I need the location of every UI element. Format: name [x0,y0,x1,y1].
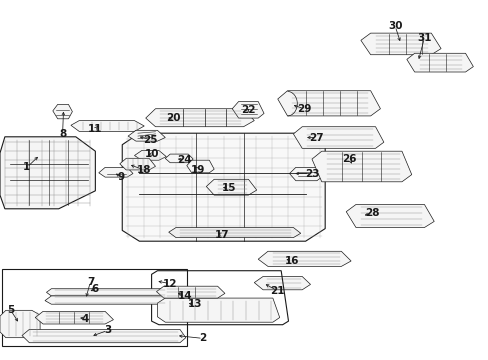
Text: 8: 8 [59,129,66,139]
Text: 24: 24 [177,155,192,165]
Polygon shape [71,121,144,131]
Polygon shape [254,276,310,290]
Text: 21: 21 [270,286,285,296]
Polygon shape [360,33,440,55]
Text: 1: 1 [23,162,30,172]
Text: 31: 31 [416,33,431,43]
Text: 14: 14 [177,291,192,301]
Text: 25: 25 [143,135,158,145]
Text: 28: 28 [365,208,379,218]
Polygon shape [311,151,411,182]
Polygon shape [156,286,224,298]
Bar [2,269,187,346]
Text: 26: 26 [342,154,356,164]
Text: 15: 15 [221,183,236,193]
Text: 18: 18 [137,165,151,175]
Text: 6: 6 [92,284,99,294]
Polygon shape [145,109,254,127]
Polygon shape [0,310,40,338]
Text: 11: 11 [88,124,102,134]
Polygon shape [293,127,383,148]
Polygon shape [120,158,155,170]
Text: 23: 23 [304,168,319,179]
Text: 12: 12 [163,279,177,289]
Polygon shape [134,150,166,160]
Polygon shape [165,154,193,163]
Polygon shape [277,91,380,116]
Text: 4: 4 [81,314,89,324]
Polygon shape [406,53,472,72]
Text: 17: 17 [215,230,229,240]
Polygon shape [45,296,173,304]
Text: 7: 7 [86,276,94,287]
Text: 22: 22 [241,105,255,115]
Text: 19: 19 [190,165,205,175]
Polygon shape [128,130,165,141]
Text: 5: 5 [7,305,14,315]
Polygon shape [22,329,185,343]
Text: 29: 29 [296,104,311,114]
Polygon shape [0,137,95,209]
Polygon shape [346,204,433,228]
Text: 3: 3 [104,325,111,336]
Text: 16: 16 [285,256,299,266]
Polygon shape [35,311,113,324]
Text: 20: 20 [166,113,181,123]
Polygon shape [289,167,322,181]
Text: 2: 2 [199,333,206,343]
Polygon shape [232,102,264,118]
Polygon shape [99,167,133,177]
Polygon shape [53,104,72,119]
Polygon shape [46,289,172,296]
Polygon shape [186,160,214,173]
Polygon shape [258,251,350,266]
Polygon shape [206,179,256,195]
Polygon shape [168,228,300,238]
Text: 10: 10 [144,149,159,159]
Polygon shape [122,133,325,241]
Text: 27: 27 [309,132,324,143]
Polygon shape [157,298,279,322]
Text: 30: 30 [387,21,402,31]
Text: 13: 13 [187,299,202,309]
Text: 9: 9 [118,172,124,182]
